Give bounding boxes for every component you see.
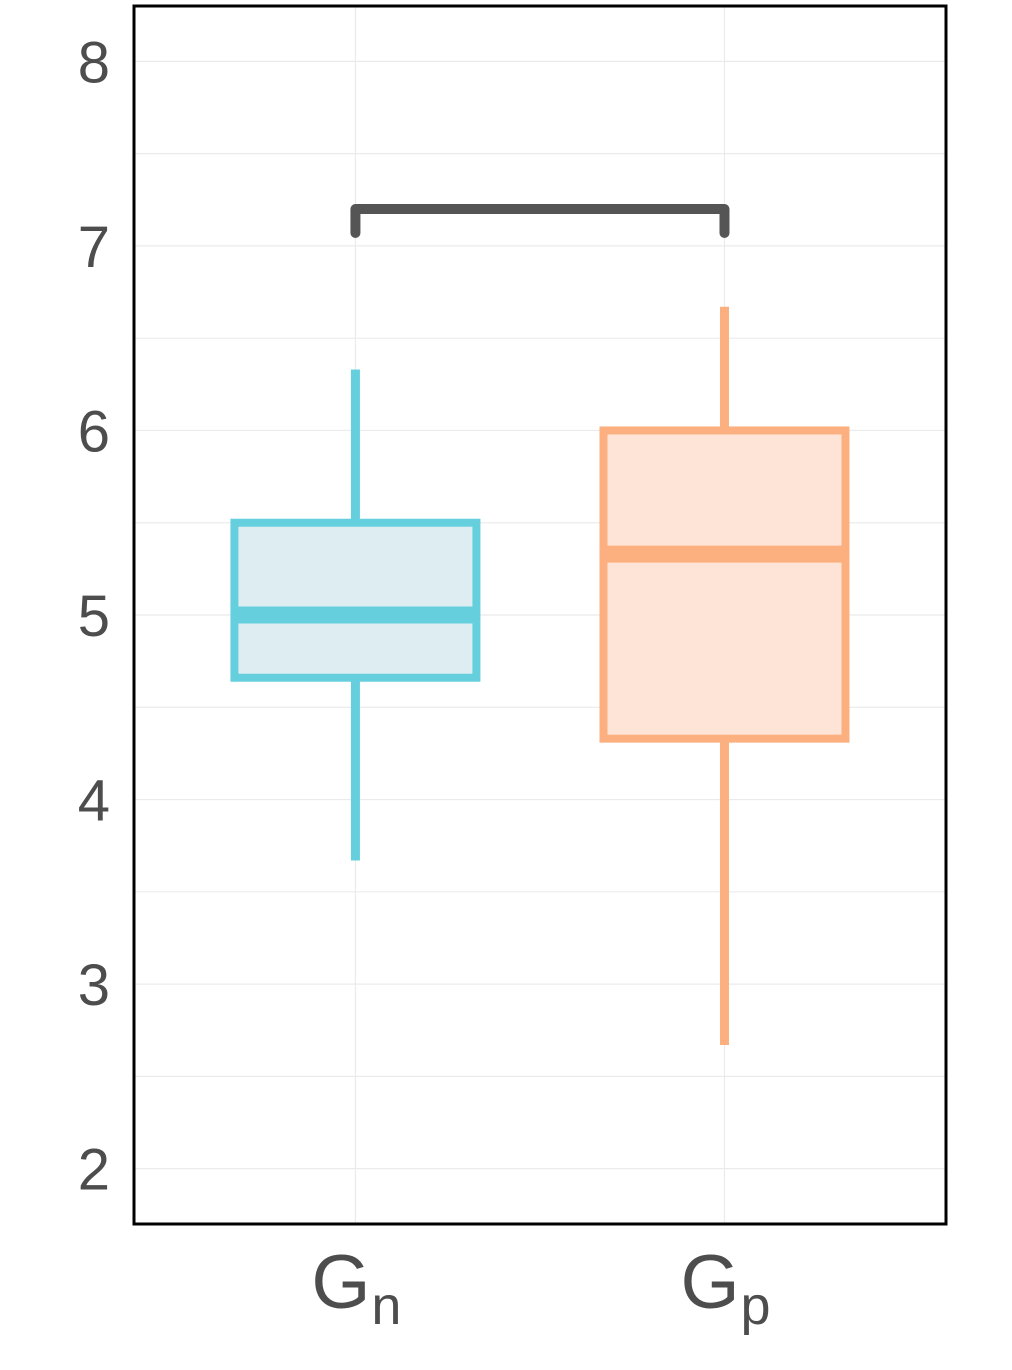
y-tick-label: 2 [78,1138,110,1203]
plot-border [132,4,948,1226]
y-tick-label: 5 [78,584,110,649]
y-axis: 2 3 4 5 6 7 8 [78,30,110,1202]
y-tick-label: 3 [78,953,110,1018]
x-tick-label: G [311,1240,370,1325]
y-tick-label: 6 [78,399,110,464]
x-tick-label: G [680,1240,739,1325]
x-tick-subscript: p [740,1276,770,1336]
y-tick-label: 4 [78,769,110,834]
box-iqr [599,426,850,743]
significance-bracket [350,204,730,238]
y-tick-label: 8 [78,30,110,95]
chart-marks [230,204,850,1045]
y-tick-label: 7 [78,215,110,280]
box-iqr [230,518,481,682]
x-tick-subscript: n [371,1276,401,1336]
